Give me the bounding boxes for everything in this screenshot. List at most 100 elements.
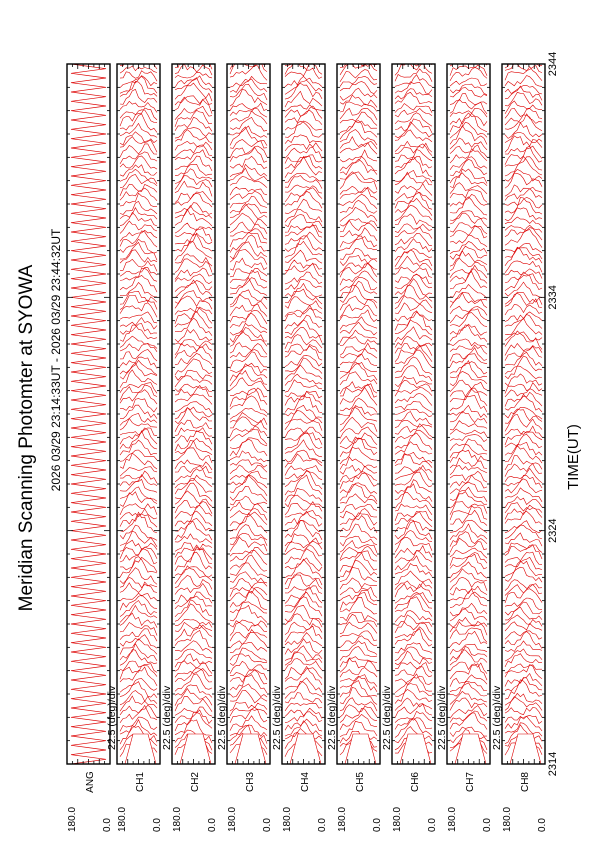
scan-trace [119,539,158,552]
scan-trace [449,438,488,452]
scan-trace [339,156,378,171]
scan-trace [449,347,488,362]
scan-trace [284,533,323,547]
scan-trace [449,189,488,203]
scan-trace [119,548,158,565]
scan-trace [229,438,268,457]
scan-trace [284,658,323,671]
scan-trace [449,705,488,719]
scan-trace [119,530,158,547]
scan-trace [119,76,158,94]
scan-trace [284,707,323,719]
chart-title: Meridian Scanning Photomter at SYOWA [16,264,37,611]
scan-trace [339,539,378,554]
scan-trace [339,255,378,266]
scan-trace [174,542,213,552]
scan-trace [119,164,158,177]
scan-trace [339,386,378,406]
scan-trace [119,349,158,362]
scan-trace [174,317,213,336]
scan-trace [119,323,158,335]
panel-traces-ch1 [119,64,158,764]
scan-trace [504,653,543,668]
scan-trace [339,348,378,359]
scan-trace [339,309,378,323]
scan-trace [174,77,213,93]
scan-trace [504,579,543,591]
scan-trace [504,455,543,471]
panel-traces-ch5 [339,44,378,764]
scan-trace [229,116,268,132]
chart-subtitle: 2026 03/29 23:14:33UT - 2026 03/29 23:44… [49,228,63,491]
scan-trace [229,312,268,331]
scan-trace [174,401,213,414]
scan-trace [394,248,433,261]
scan-trace [394,550,433,564]
scan-trace [504,291,543,305]
scan-trace [174,105,213,120]
scan-trace [449,501,488,515]
scan-trace [449,474,488,489]
scan-trace [284,667,323,680]
y-min-label: 0.0 [537,818,548,832]
scan-trace [504,648,543,662]
scan-trace [449,194,488,207]
scan-trace [504,502,543,514]
x-tick-label: 2344 [547,52,559,76]
scan-trace [449,434,488,443]
scan-trace [504,273,543,284]
scan-trace [229,642,268,653]
scan-trace [504,145,543,165]
scan-trace [339,248,378,260]
scan-trace [174,180,213,197]
scan-trace [504,640,543,652]
scan-trace [229,64,268,81]
scan-trace [394,545,433,559]
scan-trace [394,683,433,697]
scan-trace [394,183,433,196]
scan-trace [504,621,543,632]
scan-trace [504,184,543,197]
scan-trace [284,574,323,590]
scan-trace [394,689,433,704]
panel-label: ANG [85,771,96,793]
scan-trace [449,553,488,570]
scan-trace [119,369,158,388]
scan-trace [449,250,488,267]
scan-trace [174,621,213,633]
scan-trace [174,729,213,744]
scan-trace [339,472,378,482]
scan-trace [119,275,158,293]
scan-trace [449,457,488,469]
scan-trace [119,612,158,628]
scan-trace [504,196,543,209]
scan-trace [230,46,267,62]
scan-trace [394,464,433,474]
scan-trace [340,44,377,61]
scan-trace [284,259,323,272]
scan-trace [504,330,543,350]
scan-trace [449,420,488,431]
scan-trace [504,373,543,387]
scan-trace [119,430,158,450]
scan-trace [229,145,268,159]
scan-trace [394,238,433,253]
scan-trace [174,517,213,532]
scan-trace [394,74,433,87]
scan-trace [339,596,378,615]
scan-trace [174,667,213,683]
scan-trace [394,697,433,711]
scan-trace [339,316,378,330]
scan-trace [119,427,158,436]
scan-trace [504,715,543,732]
scan-trace [174,406,213,420]
scan-trace [394,311,433,322]
scan-trace [174,546,213,565]
scan-trace [119,207,158,220]
scan-trace [229,102,268,111]
scan-trace [339,107,378,121]
scan-trace [229,289,268,306]
scan-trace [284,379,323,393]
scan-trace [284,665,323,686]
panel-scale-label: 22.5 (deg)/div [216,685,228,750]
